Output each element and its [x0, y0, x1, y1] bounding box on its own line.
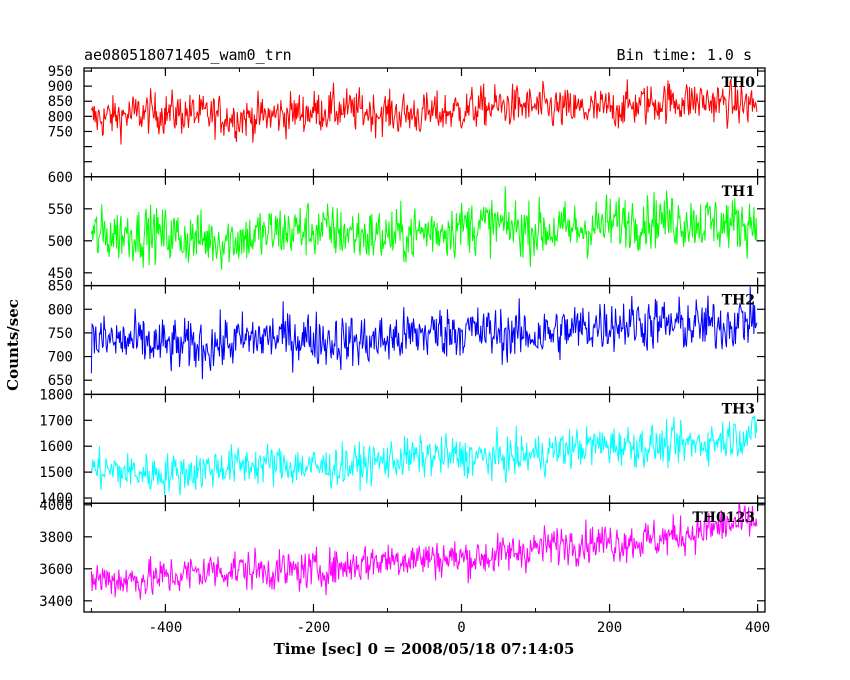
panel-th2: 650 700 750 800 850 TH2 [48, 279, 766, 396]
y-tick-label: 650 [48, 373, 73, 389]
y-tick-label: 3400 [39, 594, 73, 610]
panel-th3: 1400 1500 1600 1700 1800 TH3 [39, 387, 766, 507]
y-tick-label: 700 [48, 350, 73, 366]
x-tick-label: 200 [597, 620, 622, 636]
y-tick-label: 1500 [39, 465, 73, 481]
panel-th1: 450 500 550 TH1 [48, 176, 766, 287]
panel-frame [83, 67, 766, 178]
series-th0123 [90, 503, 758, 600]
panel-label: TH2 [722, 293, 755, 309]
y-tick-label: 450 [48, 266, 73, 282]
y-tick-label: 850 [48, 94, 73, 110]
panels: 600750800850900950TH0450500550TH16507007… [39, 64, 766, 613]
y-tick-label: 800 [48, 109, 73, 125]
y-tick-label: 1700 [39, 413, 73, 429]
x-tick-label: -200 [297, 620, 331, 636]
y-tick-label: 750 [48, 124, 73, 140]
y-tick-label: 750 [48, 326, 73, 342]
series-th1 [90, 186, 758, 270]
panel-label: TH0123 [692, 510, 755, 526]
x-tick-label: 400 [745, 620, 770, 636]
panel-label: TH1 [722, 184, 755, 200]
y-tick-label: 1800 [39, 387, 73, 403]
panel-frame [83, 502, 766, 613]
y-tick-label: 950 [48, 64, 73, 80]
bin-time-label: Bin time: 1.0 s [617, 46, 752, 64]
y-tick-label: 1600 [39, 439, 73, 455]
y-tick-label: 800 [48, 302, 73, 318]
y-axis-label: Counts/sec [4, 299, 22, 391]
series-th0 [90, 78, 758, 145]
panel-label: TH3 [722, 401, 755, 417]
x-tick-label: 0 [457, 620, 465, 636]
panel-th0123: 3400 3600 3800 4000 TH0123 [39, 498, 766, 613]
x-axis-label: Time [sec] 0 = 2008/05/18 07:14:05 [274, 640, 575, 658]
panel-label: TH0 [722, 75, 756, 91]
y-tick-label: 3800 [39, 530, 73, 546]
y-tick-label: 1400 [39, 491, 73, 507]
y-tick-label: 500 [48, 234, 73, 250]
y-tick-label: 550 [48, 202, 73, 218]
x-tick-label: -400 [149, 620, 183, 636]
y-tick-label: 3600 [39, 562, 73, 578]
chart-title: ae080518071405_wam0_trn [84, 46, 292, 64]
series-th3 [90, 415, 758, 497]
y-tick-label: 850 [48, 279, 73, 295]
y-tick-label: 4000 [39, 498, 73, 514]
series-th2 [90, 286, 758, 380]
y-tick-label: 600 [48, 170, 73, 186]
x-axis: -400 -200 0 200 400 [149, 620, 771, 636]
y-tick-label: 900 [48, 79, 73, 95]
